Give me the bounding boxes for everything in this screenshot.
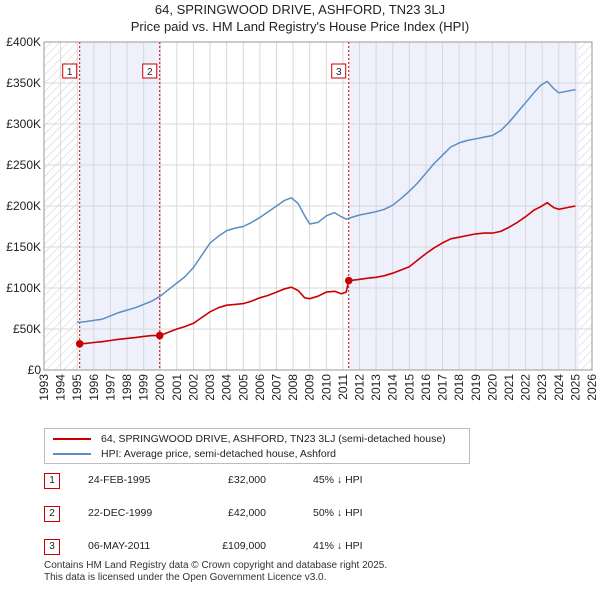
- y-tick-label: £400K: [6, 35, 41, 49]
- x-tick-label: 2002: [186, 374, 200, 401]
- sale-hpi-diff: 41% ↓ HPI: [313, 540, 363, 552]
- x-tick-label: 2017: [436, 374, 450, 401]
- sale-number-badge: 2: [44, 506, 60, 522]
- y-tick-label: £300K: [6, 117, 41, 131]
- price-chart: 1 2 3 £0 £50K £100K £150K £200K £250K £300K £350K £…: [6, 35, 599, 401]
- y-tick-label: £50K: [13, 322, 41, 336]
- sale-marker-label: 1: [67, 67, 73, 78]
- legend-item-hpi: HPI: Average price, semi-detached house,…: [53, 447, 336, 461]
- sale-point: [344, 276, 353, 285]
- sale-number-badge: 3: [44, 539, 60, 555]
- x-tick-label: 2012: [353, 374, 367, 401]
- x-tick-label: 1996: [87, 374, 101, 401]
- sale-point: [75, 339, 84, 348]
- legend-swatch-hpi: [53, 453, 91, 455]
- sale-row: 2 22-DEC-1999 £42,000 50% ↓ HPI: [0, 503, 600, 523]
- sale-marker-box: [62, 63, 78, 79]
- x-tick-label: 2010: [319, 374, 333, 401]
- y-tick-label: £150K: [6, 240, 41, 254]
- x-tick-label: 2025: [568, 374, 582, 401]
- sale-hpi-diff: 50% ↓ HPI: [313, 507, 363, 519]
- chart-subtitle: Price paid vs. HM Land Registry's House …: [130, 19, 470, 34]
- x-tick-label: 2006: [253, 374, 267, 401]
- sale-marker-box: [142, 63, 158, 79]
- x-tick-label: 2018: [452, 374, 466, 401]
- x-tick-label: 2014: [386, 374, 400, 401]
- legend-label-hpi: HPI: Average price, semi-detached house,…: [101, 448, 337, 460]
- property-price-line: [79, 201, 576, 345]
- x-tick-label: 2001: [170, 374, 184, 401]
- x-tick-label: 1993: [37, 374, 51, 401]
- sale-number-badge: 1: [44, 473, 60, 489]
- x-tick-label: 2024: [552, 374, 566, 401]
- x-tick-label: 2013: [369, 374, 383, 401]
- plot-frame: [43, 41, 593, 371]
- x-tick-label: 2000: [153, 374, 167, 401]
- x-tick-label: 1998: [120, 374, 134, 401]
- y-tick-label: £0: [28, 363, 42, 377]
- sale-row: 1 24-FEB-1995 £32,000 45% ↓ HPI: [0, 470, 600, 490]
- x-tick-label: 2008: [286, 374, 300, 401]
- x-tick-label: 2004: [220, 374, 234, 401]
- sale-date: 06-MAY-2011: [88, 540, 151, 552]
- y-tick-label: £250K: [6, 158, 41, 172]
- y-tick-label: £100K: [6, 281, 41, 295]
- sale-date: 22-DEC-1999: [88, 507, 153, 519]
- x-tick-label: 2005: [236, 374, 250, 401]
- x-tick-label: 2021: [502, 374, 516, 401]
- sale-date: 24-FEB-1995: [88, 474, 151, 486]
- y-tick-label: £350K: [6, 76, 41, 90]
- sale-row: 3 06-MAY-2011 £109,000 41% ↓ HPI: [0, 536, 600, 556]
- sale-price: £109,000: [222, 540, 266, 552]
- x-tick-label: 2019: [469, 374, 483, 401]
- sale-point: [155, 331, 164, 340]
- sale-price: £42,000: [228, 507, 266, 519]
- chart-title: 64, SPRINGWOOD DRIVE, ASHFORD, TN23 3LJ: [154, 2, 446, 17]
- x-tick-label: 2015: [402, 374, 416, 401]
- x-tick-label: 2023: [535, 374, 549, 401]
- hpi-line: [77, 80, 576, 324]
- x-tick-label: 2016: [419, 374, 433, 401]
- legend-swatch-property: [53, 438, 91, 440]
- x-tick-label: 2026: [585, 374, 599, 401]
- footer-attribution: Contains HM Land Registry data © Crown c…: [44, 560, 387, 584]
- x-tick-label: 1995: [70, 374, 84, 401]
- chart-legend: 64, SPRINGWOOD DRIVE, ASHFORD, TN23 3LJ …: [44, 428, 470, 464]
- legend-label-property: 64, SPRINGWOOD DRIVE, ASHFORD, TN23 3LJ …: [101, 433, 446, 445]
- sale-marker-label: 2: [147, 67, 153, 78]
- x-tick-label: 2011: [336, 374, 350, 400]
- sale-hpi-diff: 45% ↓ HPI: [313, 474, 363, 486]
- x-tick-label: 2007: [269, 374, 283, 401]
- sale-price: £32,000: [228, 474, 266, 486]
- sale-marker-label: 3: [336, 67, 342, 78]
- x-tick-label: 1999: [137, 374, 151, 401]
- x-tick-label: 2022: [519, 374, 533, 401]
- x-tick-label: 2020: [485, 374, 499, 401]
- legend-item-property: 64, SPRINGWOOD DRIVE, ASHFORD, TN23 3LJ …: [53, 432, 446, 446]
- sale-marker-box: [331, 63, 347, 79]
- x-tick-label: 1997: [103, 374, 117, 401]
- footer-copyright: Contains HM Land Registry data © Crown c…: [44, 560, 388, 571]
- footer-licence: This data is licensed under the Open Gov…: [44, 572, 327, 583]
- x-tick-label: 1994: [54, 374, 68, 401]
- x-tick-label: 2003: [203, 374, 217, 401]
- y-tick-label: £200K: [6, 199, 41, 213]
- x-tick-label: 2009: [303, 374, 317, 401]
